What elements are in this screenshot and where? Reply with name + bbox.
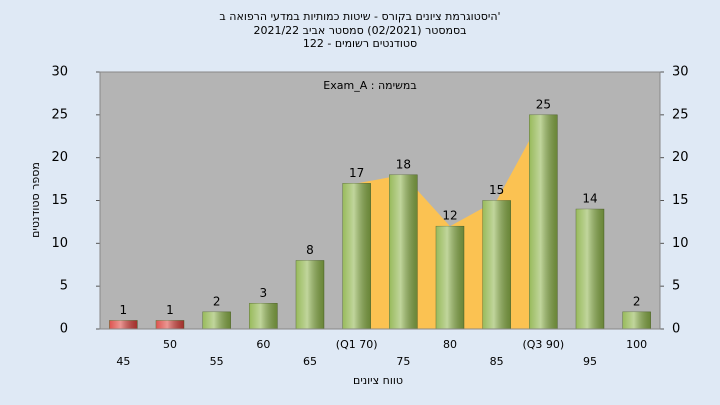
x-tick-label: 45 — [116, 355, 130, 368]
value-label: 25 — [536, 97, 551, 111]
chart-subtitle: סטודנטים רשומים - 122 — [303, 37, 417, 50]
bar-shade — [202, 311, 231, 329]
x-tick-label: 95 — [583, 355, 597, 368]
value-label: 2 — [213, 294, 221, 308]
value-label: 1 — [120, 303, 128, 317]
x-tick-label: (Q3 90) — [522, 338, 564, 351]
y-tick-label: 0 — [60, 322, 68, 337]
y-tick-label: 5 — [60, 279, 68, 294]
y2-tick-label: 25 — [672, 107, 689, 122]
y2-tick-label: 10 — [672, 236, 689, 251]
x-tick-label: 55 — [210, 355, 224, 368]
value-label: 18 — [396, 157, 411, 171]
x-tick-label: 65 — [303, 355, 317, 368]
x-tick-label: 50 — [163, 338, 177, 351]
value-label: 15 — [489, 183, 504, 197]
x-tick-label: (Q1 70) — [336, 338, 378, 351]
y-tick-label: 25 — [51, 107, 68, 122]
bar-shade — [576, 209, 604, 329]
bar-shade — [109, 320, 138, 329]
bar-shade — [296, 260, 324, 329]
y2-tick-label: 30 — [672, 65, 689, 80]
bar-shade — [436, 226, 464, 329]
y2-tick-label: 0 — [672, 322, 680, 337]
bar-shade — [156, 320, 184, 329]
chart-title: 'היסטוגרמת ציונים בקורס - שיטות כמותיות … — [219, 10, 500, 23]
value-label: 3 — [260, 286, 268, 300]
chart-subtitle: בסמסטר (02/2021) סמסטר אביב 2021/22 — [253, 24, 466, 37]
x-tick-label: 80 — [443, 338, 457, 351]
value-label: 1 — [166, 303, 174, 317]
value-label: 8 — [306, 243, 314, 257]
y-axis-label: מספר סטודנטים — [29, 162, 42, 238]
bar-shade — [249, 303, 278, 329]
bar-shade — [529, 114, 558, 329]
bar-shade — [342, 183, 371, 329]
value-label: 14 — [582, 192, 597, 206]
bar-shade — [389, 174, 418, 329]
y2-tick-label: 20 — [672, 150, 689, 165]
bar-shade — [622, 311, 651, 329]
value-label: 12 — [442, 209, 457, 223]
x-tick-label: 75 — [396, 355, 410, 368]
y2-tick-label: 5 — [672, 279, 680, 294]
y2-tick-label: 15 — [672, 193, 689, 208]
x-tick-label: 85 — [490, 355, 504, 368]
x-tick-label: 100 — [626, 338, 647, 351]
y-tick-label: 30 — [51, 65, 68, 80]
y-tick-label: 10 — [51, 236, 68, 251]
annotation: במשימה : Exam_A — [323, 79, 416, 92]
y-tick-label: 15 — [51, 193, 68, 208]
x-axis-label: טווח ציונים — [353, 374, 403, 387]
bar-shade — [482, 200, 511, 329]
plot-border — [99, 71, 661, 330]
value-label: 17 — [349, 166, 364, 180]
x-tick-label: 60 — [256, 338, 270, 351]
y-tick-label: 20 — [51, 150, 68, 165]
value-label: 2 — [633, 294, 641, 308]
